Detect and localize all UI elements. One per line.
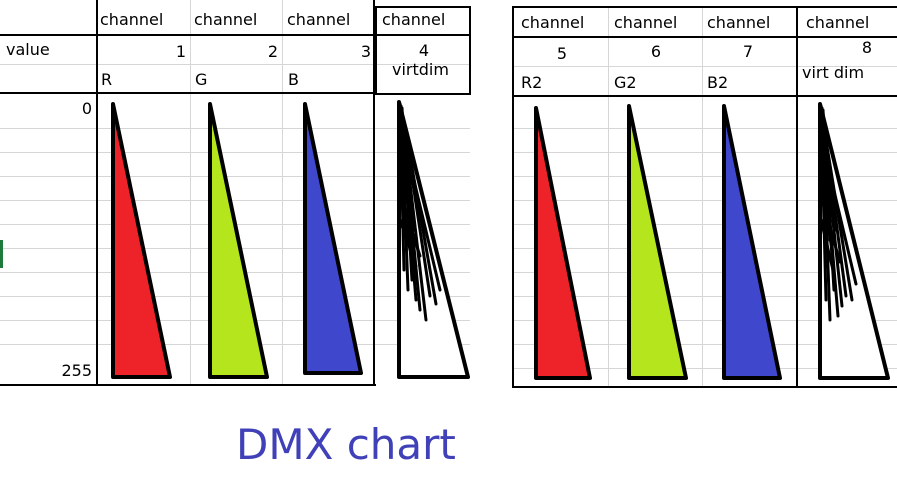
- channel-2-number: 2: [267, 42, 278, 61]
- chart-title: DMX chart: [236, 420, 456, 469]
- channel-8-dimmer-strokes: [819, 104, 858, 322]
- channel-4-header: channel: [382, 10, 446, 29]
- channel-1-number: 1: [175, 42, 186, 61]
- channel-5-number: 5: [556, 44, 568, 63]
- channel-8-number: 8: [861, 38, 873, 57]
- channel-1-ramp: [111, 102, 172, 379]
- channel-8-label: virt dim: [802, 63, 865, 82]
- channel-4-number: 4: [418, 41, 430, 60]
- channel-5-ramp: [534, 106, 592, 380]
- channel-8-header: channel: [806, 13, 870, 32]
- channel-6-ramp: [627, 104, 688, 380]
- channel-7-number: 7: [742, 42, 754, 61]
- channel-7-header: channel: [707, 13, 771, 32]
- channel-6-label: G2: [614, 73, 637, 92]
- channel-3-header: channel: [287, 10, 351, 29]
- channel-7-label: B2: [707, 73, 729, 92]
- channel-1-label: R: [101, 70, 113, 89]
- channel-6-number: 6: [650, 42, 662, 61]
- value-row-label: value: [6, 40, 50, 59]
- channel-3-label: B: [288, 70, 299, 89]
- selection-marker: [0, 240, 3, 268]
- channel-5-header: channel: [521, 13, 585, 32]
- max-value-label: 255: [61, 361, 92, 380]
- min-value-label: 0: [81, 99, 92, 118]
- channel-2-label: G: [195, 70, 208, 89]
- channel-2-ramp: [208, 102, 269, 379]
- channel-2-header: channel: [194, 10, 258, 29]
- channel-3-number: 3: [360, 42, 371, 61]
- channel-7-ramp: [722, 104, 782, 380]
- channel-4-label: virtdim: [392, 60, 449, 79]
- channel-6-header: channel: [614, 13, 678, 32]
- channel-3-ramp: [303, 102, 363, 375]
- channel-4-dimmer-strokes: [398, 102, 442, 322]
- channel-1-header: channel: [100, 10, 164, 29]
- channel-4-ramp: [397, 100, 470, 379]
- channel-5-label: R2: [521, 73, 543, 92]
